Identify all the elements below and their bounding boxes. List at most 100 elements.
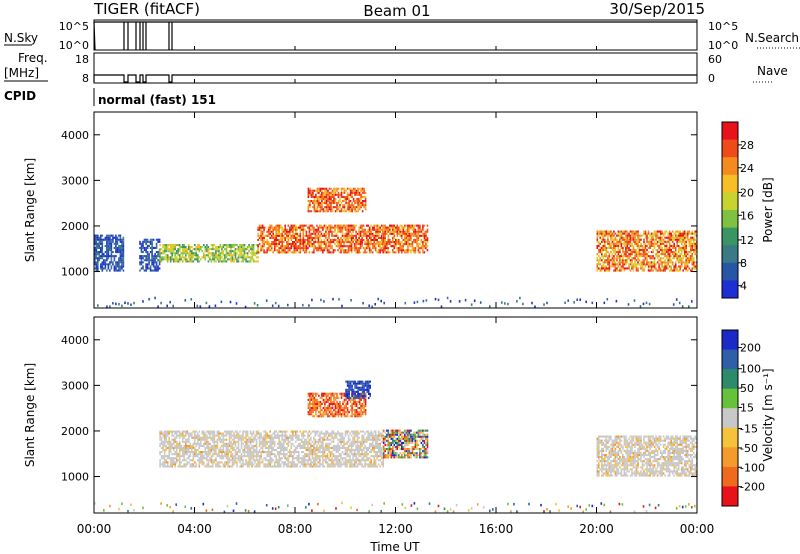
echo-cell [347, 453, 350, 456]
echo-cell [221, 252, 223, 255]
echo-cell [608, 232, 611, 235]
echo-cell [359, 224, 362, 227]
echo-cell [185, 254, 187, 257]
echo-cell [601, 240, 603, 243]
echo-cell [252, 457, 255, 460]
echo-cell [122, 240, 125, 243]
echo-cell [237, 256, 240, 259]
echo-cell [646, 232, 648, 235]
echo-cell [686, 269, 689, 272]
echo-cell [335, 444, 338, 447]
echo-cell [225, 250, 228, 253]
echo-cell [160, 432, 163, 435]
echo-cell [331, 241, 333, 244]
echo-cell [281, 438, 283, 441]
echo-cell [622, 265, 624, 268]
echo-cell [243, 444, 246, 447]
echo-cell [379, 245, 381, 248]
echo-cell [267, 249, 270, 252]
echo-cell [198, 250, 201, 253]
echo-cell [284, 245, 286, 248]
echo-cell [358, 228, 360, 231]
echo-cell [344, 451, 347, 454]
echo-cell [641, 265, 644, 268]
echo-cell [659, 232, 662, 235]
echo-cell [260, 238, 262, 241]
echo-cell [313, 461, 315, 464]
echo-cell [140, 244, 143, 247]
echo-cell [212, 256, 214, 259]
echo-cell [252, 459, 255, 462]
echo-cell [313, 208, 316, 211]
echo-cell [94, 259, 96, 262]
echo-cell [602, 244, 605, 247]
echo-cell [634, 261, 636, 264]
echo-cell [325, 434, 327, 437]
echo-cell [240, 438, 243, 441]
echo-cell [284, 455, 286, 458]
echo-cell [248, 453, 250, 456]
echo-cell [318, 200, 320, 203]
echo-cell [166, 256, 169, 259]
echo-cell [224, 244, 226, 247]
echo-cell [273, 444, 276, 447]
echo-cell [680, 263, 683, 266]
echo-cell [266, 230, 268, 233]
echo-cell [260, 436, 262, 439]
echo-cell [183, 457, 185, 460]
echo-cell [317, 430, 320, 433]
echo-cell [165, 459, 167, 462]
echo-cell [252, 451, 255, 454]
clutter-cell [534, 305, 536, 308]
echo-cell [301, 238, 303, 241]
echo-cell [359, 234, 362, 237]
echo-cell [304, 430, 306, 433]
echo-cell [293, 463, 296, 466]
echo-cell [258, 224, 261, 227]
echo-cell [613, 232, 615, 235]
echo-cell [157, 267, 159, 270]
echo-cell [201, 432, 204, 435]
echo-cell [349, 193, 352, 196]
echo-cell [240, 260, 243, 263]
echo-cell [279, 449, 282, 452]
echo-cell [330, 200, 332, 203]
echo-cell [337, 442, 339, 445]
echo-cell [281, 236, 283, 239]
echo-cell [340, 446, 342, 449]
echo-cell [601, 269, 603, 272]
echo-cell [348, 208, 350, 211]
echo-cell [652, 265, 654, 268]
echo-cell [377, 251, 380, 254]
echo-cell [276, 432, 279, 435]
echo-cell [673, 265, 675, 268]
echo-cell [100, 257, 102, 260]
echo-cell [97, 244, 99, 247]
echo-cell [172, 244, 175, 247]
echo-cell [332, 455, 335, 458]
echo-cell [649, 242, 651, 245]
echo-cell [281, 234, 283, 237]
echo-cell [416, 224, 418, 227]
echo-cell [284, 247, 286, 250]
echo-cell [218, 463, 220, 466]
echo-cell [145, 267, 147, 270]
echo-cell [683, 267, 686, 270]
echo-cell [310, 444, 312, 447]
echo-cell [299, 224, 302, 227]
clutter-cell [639, 305, 642, 308]
echo-cell [289, 461, 291, 464]
echo-cell [313, 200, 316, 203]
echo-cell [322, 451, 324, 454]
echo-cell [623, 232, 626, 235]
clutter-cell [504, 302, 506, 305]
echo-cell [313, 465, 315, 468]
echo-cell [313, 453, 315, 456]
echo-cell [658, 238, 660, 241]
echo-cell [355, 236, 357, 239]
echo-cell [673, 257, 675, 260]
echo-cell [370, 230, 372, 233]
echo-cell [203, 457, 205, 460]
echo-cell [632, 265, 635, 268]
echo-cell [252, 252, 255, 255]
